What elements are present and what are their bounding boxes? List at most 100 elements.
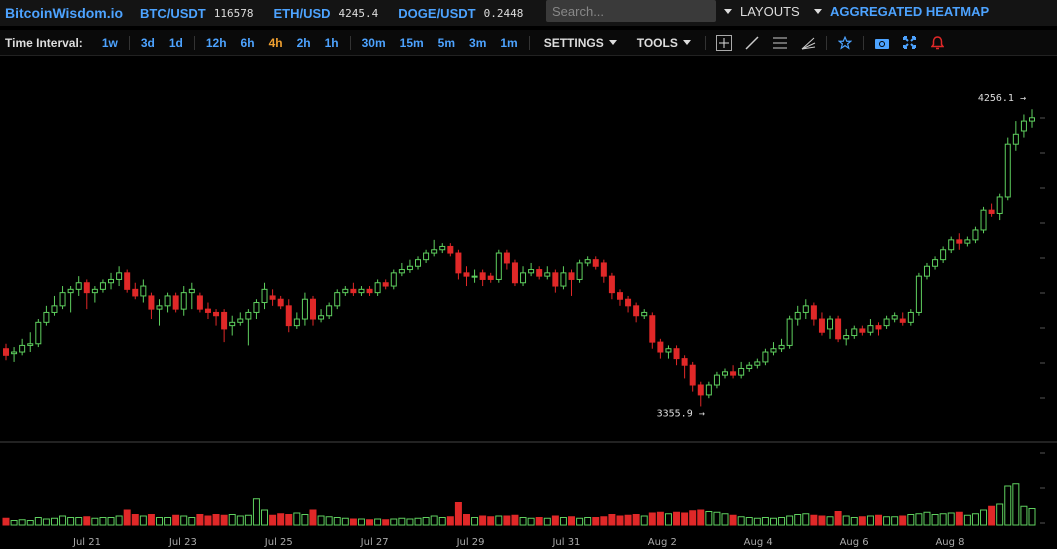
interval-4h[interactable]: 4h [268,35,283,50]
candle-body [948,239,955,251]
interval-3d[interactable]: 3d [140,35,155,50]
candle-body [608,275,615,294]
volume-bar [196,514,204,526]
interval-3m[interactable]: 3m [469,35,487,50]
candle-body [148,295,155,310]
x-axis-ticks: Jul 21 Jul 23 Jul 25 Jul 27 Jul 29 Jul 31 Aug … [72,537,965,548]
volume-bar [810,514,818,526]
volume-bar [648,512,656,526]
volume-bar [551,515,559,526]
fullscreen-icon[interactable] [896,32,924,54]
volume-bar [18,519,26,526]
volume-bar [568,516,576,526]
interval-12h[interactable]: 12h [205,35,227,50]
candle-body [301,298,308,320]
volume-bar [608,514,616,526]
candle-body [213,311,220,317]
ticker-btc[interactable]: BTC/USDT 116578 [140,6,253,21]
settings-menu[interactable]: SETTINGS [534,36,627,50]
x-tick-label: Aug 4 [744,537,773,548]
y-axis-ticks [1040,117,1045,524]
volume-bar [390,518,398,526]
low-price-label: 3355.9 → [657,408,705,419]
star-icon[interactable] [831,32,859,54]
volume-bar [188,517,196,526]
volume-bar [374,518,382,526]
volume-bar [971,513,979,526]
candle-body [827,318,834,330]
interval-1m[interactable]: 1m [500,35,518,50]
interval-5m[interactable]: 5m [437,35,456,50]
alert-bell-icon[interactable] [924,32,952,54]
volume-bar [220,514,228,526]
candle-body [738,368,745,376]
candle-body [633,305,640,317]
candlestick-series [3,109,1035,407]
volume-bar [794,514,802,526]
volume-bar [907,514,915,526]
candle-body [269,295,276,300]
brand-logo[interactable]: BitcoinWisdom.io [5,5,124,21]
volume-bar [705,511,713,526]
candle-body [334,292,341,307]
camera-icon[interactable] [868,32,896,54]
layouts-menu[interactable]: LAYOUTS [724,4,800,19]
candle-body [164,295,171,307]
interval-1d[interactable]: 1d [168,35,183,50]
interval-6h[interactable]: 6h [240,35,255,50]
ticker-symbol[interactable]: BTC/USDT [140,5,206,21]
volume-bar [414,517,422,526]
layouts-label: LAYOUTS [740,4,800,19]
candle-body [447,245,454,254]
candle-body [11,351,18,355]
candle-body [237,318,244,323]
candle-body [794,311,801,320]
interval-2h[interactable]: 2h [296,35,311,50]
tools-label: TOOLS [636,35,678,50]
candle-body [503,252,510,264]
interval-15m[interactable]: 15m [399,35,424,50]
volume-bar [349,518,357,526]
settings-label: SETTINGS [543,35,604,50]
interval-30m[interactable]: 30m [361,35,386,50]
volume-bar [139,515,147,526]
ticker-doge[interactable]: DOGE/USDT 0.2448 [398,6,523,21]
volume-bar [600,516,608,526]
volume-bar [301,514,309,526]
candle-body [520,272,527,284]
volume-bar [269,514,277,526]
candle-body [883,318,890,327]
price-annotations: 4256.1 → 3355.9 → [657,93,1026,419]
ticker-price: 116578 [213,6,254,20]
trendline-icon[interactable] [738,32,766,54]
price-chart[interactable]: Jul 21 Jul 23 Jul 25 Jul 27 Jul 29 Jul 31 Aug … [0,58,1057,549]
candle-body [309,298,316,320]
divider [862,35,864,50]
ticker-symbol[interactable]: ETH/USD [273,5,331,21]
volume-bar [745,517,753,526]
candle-body [99,282,106,290]
candle-body [204,308,211,313]
time-interval-label: Time Interval: [5,35,83,50]
ticker-symbol[interactable]: DOGE/USDT [398,5,476,21]
candle-body [980,209,987,231]
candle-body [374,282,381,294]
interval-1w[interactable]: 1w [101,35,118,50]
volume-bar [2,517,10,526]
candle-body [722,371,729,376]
candle-body [415,259,422,267]
fan-icon[interactable] [794,32,822,54]
crosshair-icon[interactable] [710,32,738,54]
ticker-eth[interactable]: ETH/USD 4245.4 [273,6,378,21]
volume-bar [26,520,34,526]
interval-1h[interactable]: 1h [324,35,339,50]
search-input[interactable] [546,0,716,22]
divider [349,35,351,50]
volume-bar [236,515,244,526]
horizontal-lines-icon[interactable] [766,32,794,54]
candle-body [398,269,405,274]
tools-menu[interactable]: TOOLS [627,36,701,50]
heatmap-menu[interactable]: AGGREGATED HEATMAP [814,4,989,19]
volume-bar [689,510,697,526]
divider [528,35,530,50]
